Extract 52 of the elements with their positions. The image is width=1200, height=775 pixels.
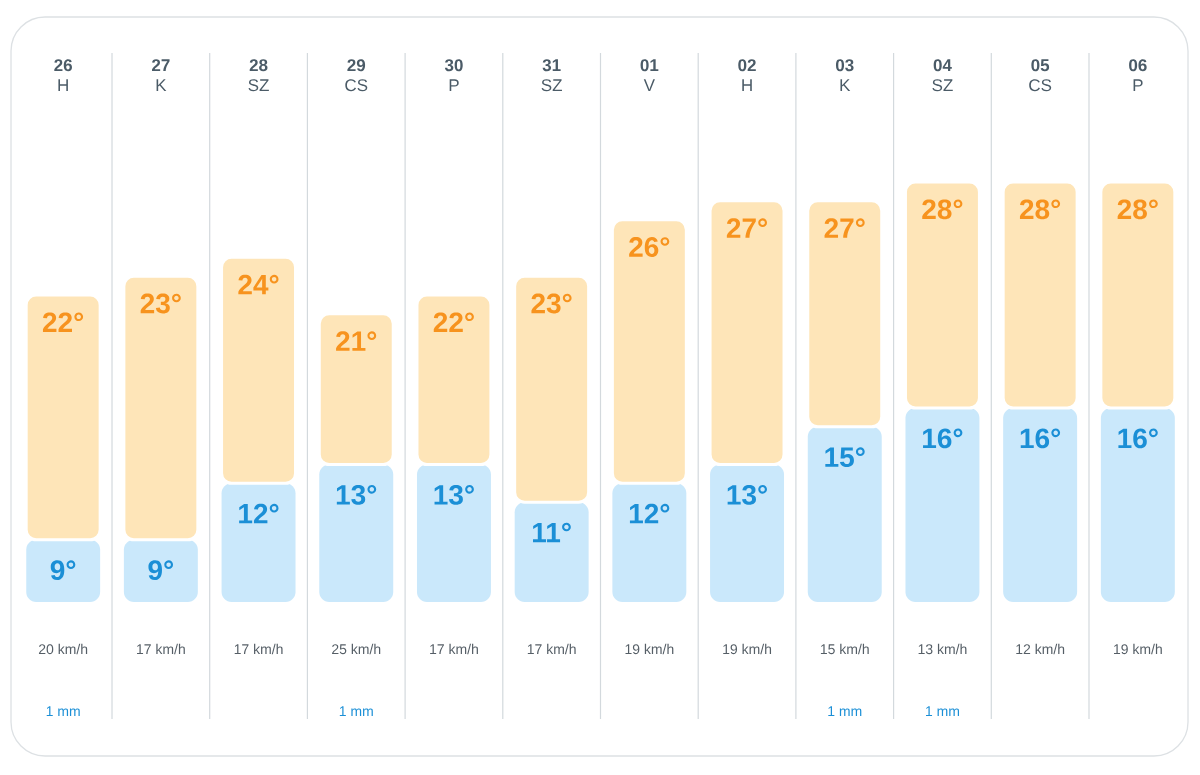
- category-label: 20 km/h: [38, 643, 88, 655]
- category-label: 1 mm: [339, 706, 373, 716]
- data-label: 11°: [533, 522, 571, 543]
- category-label: 19 km/h: [723, 643, 772, 655]
- data-label: 12°: [629, 503, 670, 524]
- data-label: 9°: [50, 560, 76, 581]
- category-label: 17 km/h: [430, 643, 478, 655]
- data-label: 16°: [923, 428, 963, 449]
- category-label: 19 km/h: [625, 643, 674, 655]
- x-tick-label: 03 K: [835, 59, 854, 92]
- category-label: 15 km/h: [820, 643, 869, 655]
- category-label: 1 mm: [926, 706, 960, 716]
- data-label: 16°: [1020, 428, 1061, 449]
- total-label: 27°: [824, 218, 865, 238]
- x-tick-label: 31 SZ: [541, 59, 562, 92]
- category-label: 1 mm: [828, 706, 862, 716]
- total-label: 23°: [140, 293, 181, 314]
- x-tick-label: 01 V: [640, 59, 659, 92]
- total-label: 28°: [1117, 199, 1158, 220]
- data-label: 15°: [825, 447, 865, 468]
- category-label: 17 km/h: [234, 643, 283, 655]
- category-label: 1 mm: [46, 706, 80, 716]
- total-label: 22°: [433, 312, 474, 332]
- x-tick-label: 05 CS: [1029, 59, 1052, 92]
- x-tick-label: 30 P: [444, 59, 463, 92]
- total-label: 22°: [42, 312, 84, 332]
- x-tick-label: 27 K: [152, 59, 170, 92]
- total-label: 27°: [726, 218, 767, 238]
- x-tick-label: 04 SZ: [932, 59, 953, 92]
- x-tick-label: 29 CS: [345, 59, 368, 92]
- category-label: 17 km/h: [137, 643, 185, 655]
- data-label: 12°: [239, 503, 279, 524]
- total-label: 23°: [531, 293, 572, 314]
- data-label: 9°: [148, 560, 174, 581]
- category-label: 19 km/h: [1114, 643, 1162, 655]
- total-label: 28°: [922, 199, 963, 220]
- category-label: 13 km/h: [918, 643, 967, 655]
- data-label: 13°: [727, 484, 767, 505]
- x-tick-label: 06 P: [1129, 59, 1147, 92]
- category-label: 12 km/h: [1016, 643, 1065, 655]
- x-tick-label: 02 H: [738, 59, 756, 92]
- category-label: 25 km/h: [332, 643, 381, 655]
- total-label: 28°: [1019, 199, 1061, 220]
- data-label: 13°: [434, 484, 474, 505]
- total-label: 26°: [629, 237, 670, 257]
- category-label: 17 km/h: [527, 643, 576, 655]
- total-label: 21°: [336, 331, 377, 351]
- total-label: 24°: [238, 274, 279, 295]
- x-tick-label: 28 SZ: [248, 59, 269, 92]
- data-label: 13°: [336, 484, 377, 505]
- data-label: 16°: [1118, 428, 1158, 449]
- x-tick-label: 26 H: [54, 59, 72, 92]
